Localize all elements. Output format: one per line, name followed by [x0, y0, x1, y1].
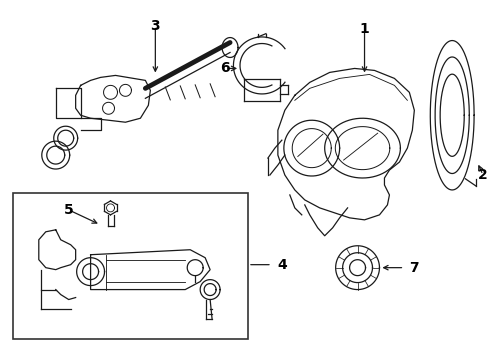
Text: 3: 3 [150, 19, 160, 33]
Text: 5: 5 [63, 203, 73, 217]
Text: 1: 1 [359, 22, 368, 36]
Text: 2: 2 [477, 168, 487, 182]
Bar [13, 193, 247, 339]
Text: 7: 7 [408, 261, 418, 275]
Text: 6: 6 [220, 62, 229, 76]
Text: 4: 4 [276, 258, 286, 272]
